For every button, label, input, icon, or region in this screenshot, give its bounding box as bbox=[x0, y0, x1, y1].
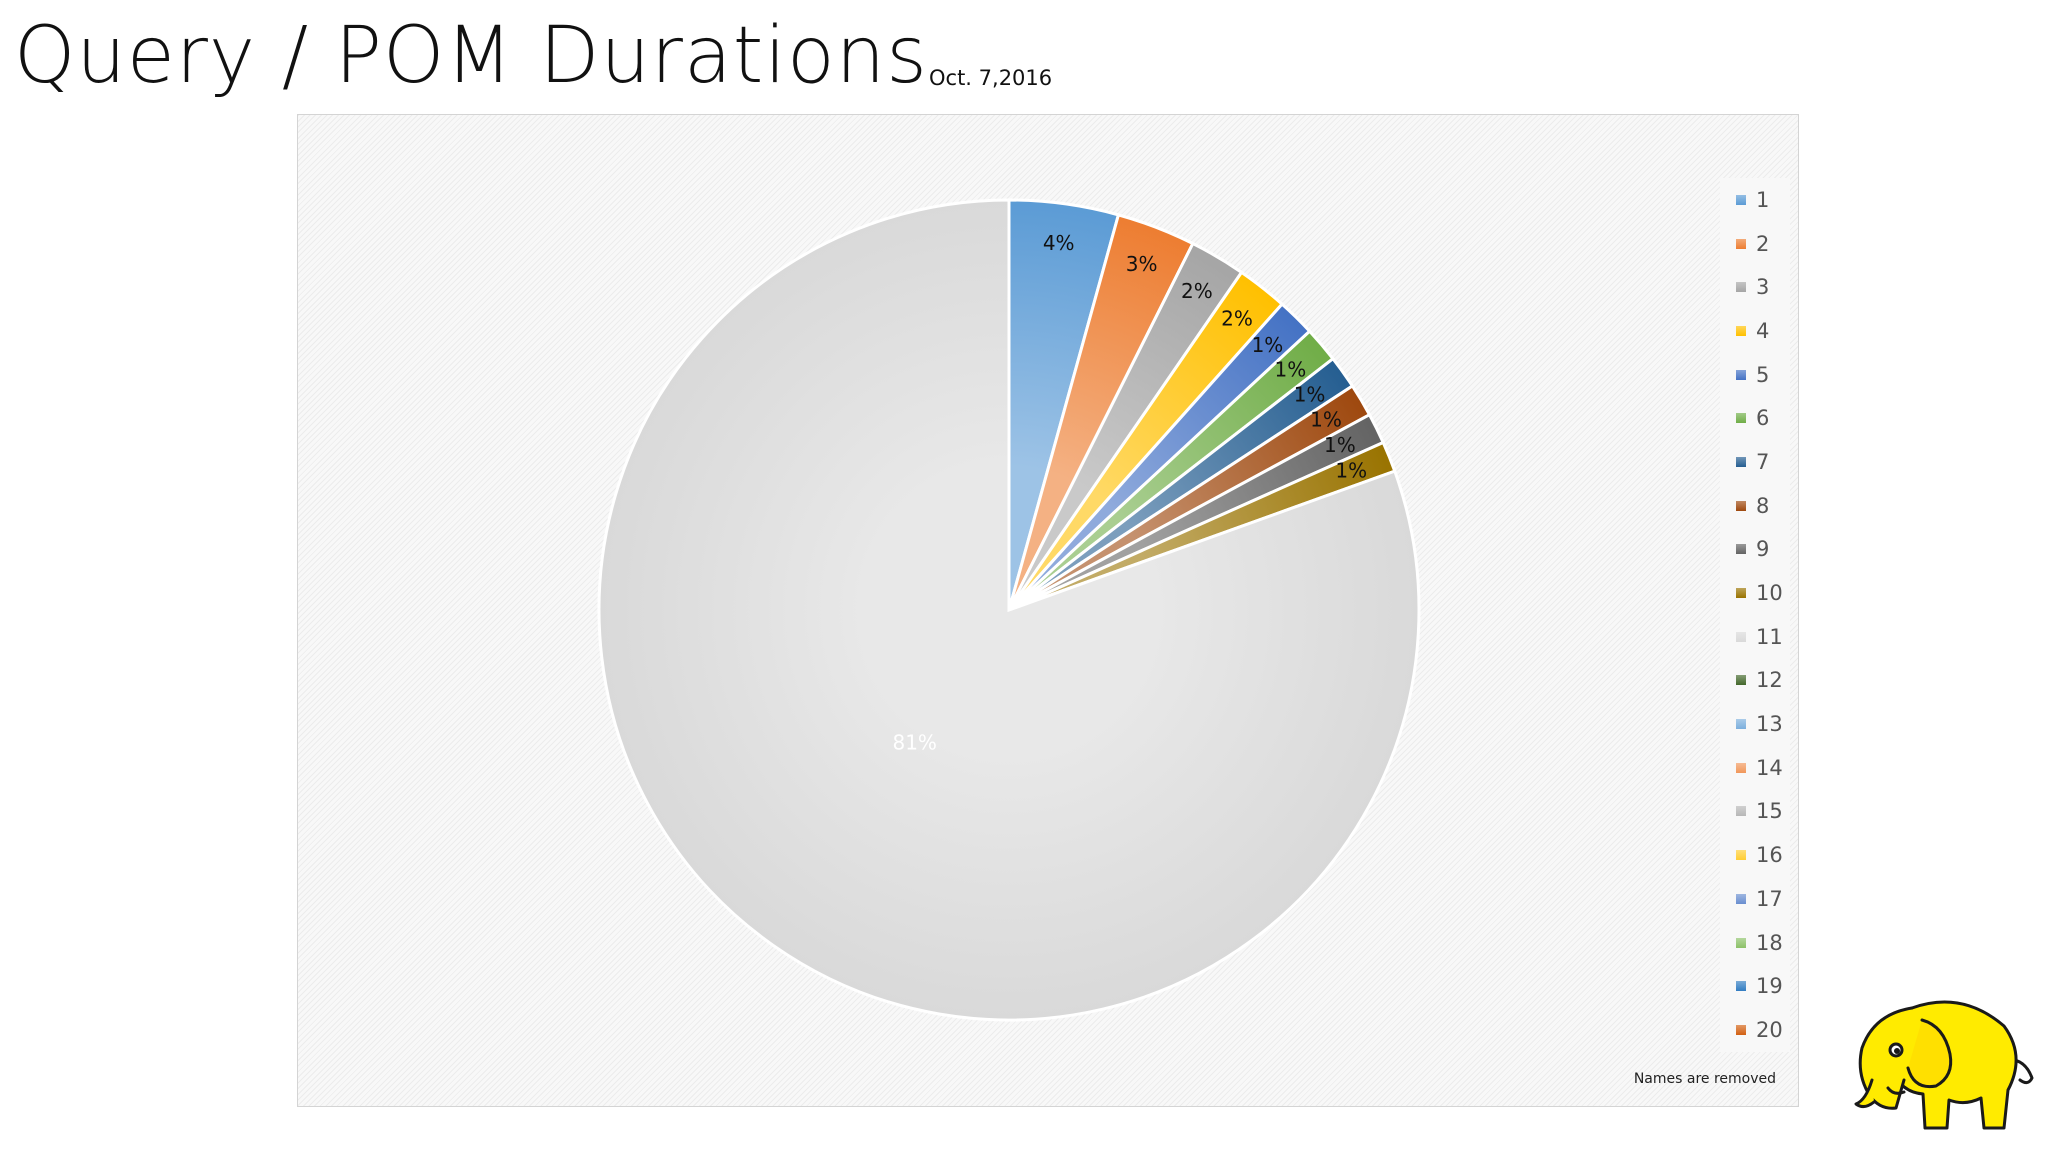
legend-item-4: 4 bbox=[1720, 309, 1790, 353]
legend-swatch bbox=[1736, 282, 1746, 293]
legend-swatch bbox=[1736, 369, 1746, 380]
legend-swatch bbox=[1736, 325, 1746, 336]
slide-date: Oct. 7,2016 bbox=[929, 66, 1053, 90]
legend-label: 16 bbox=[1756, 843, 1783, 868]
data-label-9: 1% bbox=[1324, 433, 1356, 457]
legend-item-11: 11 bbox=[1720, 615, 1790, 659]
legend-label: 14 bbox=[1756, 755, 1783, 780]
legend-label: 15 bbox=[1756, 799, 1783, 824]
legend-item-20: 20 bbox=[1720, 1008, 1790, 1052]
data-label-10: 1% bbox=[1335, 459, 1367, 483]
data-label-8: 1% bbox=[1310, 408, 1342, 432]
legend-item-15: 15 bbox=[1720, 790, 1790, 834]
legend-label: 19 bbox=[1756, 974, 1783, 999]
legend-label: 7 bbox=[1756, 449, 1770, 474]
data-label-5: 1% bbox=[1252, 333, 1284, 357]
legend-item-2: 2 bbox=[1720, 222, 1790, 266]
legend-label: 17 bbox=[1756, 886, 1783, 911]
legend-swatch bbox=[1736, 893, 1746, 904]
legend-swatch bbox=[1736, 719, 1746, 730]
legend-item-12: 12 bbox=[1720, 659, 1790, 703]
data-label-3: 2% bbox=[1181, 279, 1213, 303]
chart-note: Names are removed bbox=[1633, 1071, 1776, 1087]
legend-label: 9 bbox=[1756, 537, 1770, 562]
legend-item-13: 13 bbox=[1720, 702, 1790, 746]
legend-swatch bbox=[1736, 806, 1746, 817]
legend-swatch bbox=[1736, 762, 1746, 773]
data-label-11: 81% bbox=[892, 731, 936, 755]
legend-label: 18 bbox=[1756, 930, 1783, 955]
legend-swatch bbox=[1736, 675, 1746, 686]
legend-swatch bbox=[1736, 194, 1746, 205]
legend-item-6: 6 bbox=[1720, 396, 1790, 440]
chart-legend: 1 2 3 4 5 6 7 8 9 10 11 12 13 14 15 16 17 18 19 20 bbox=[1720, 178, 1790, 1052]
legend-item-7: 7 bbox=[1720, 440, 1790, 484]
data-label-7: 1% bbox=[1294, 382, 1326, 406]
slide-title: Query / POM Durations bbox=[14, 11, 928, 101]
legend-label: 5 bbox=[1756, 362, 1770, 387]
legend-swatch bbox=[1736, 981, 1746, 992]
data-label-4: 2% bbox=[1221, 306, 1253, 330]
legend-label: 2 bbox=[1756, 231, 1770, 256]
legend-label: 1 bbox=[1756, 187, 1770, 212]
legend-label: 10 bbox=[1756, 581, 1783, 606]
data-label-2: 3% bbox=[1126, 252, 1158, 276]
legend-item-1: 1 bbox=[1720, 178, 1790, 222]
legend-swatch bbox=[1736, 1024, 1746, 1035]
legend-label: 20 bbox=[1756, 1017, 1783, 1042]
legend-label: 4 bbox=[1756, 318, 1770, 343]
legend-swatch bbox=[1736, 850, 1746, 861]
yellow-elephant-logo bbox=[1854, 1000, 2034, 1130]
legend-item-19: 19 bbox=[1720, 964, 1790, 1008]
legend-item-18: 18 bbox=[1720, 921, 1790, 965]
legend-swatch bbox=[1736, 937, 1746, 948]
data-label-1: 4% bbox=[1043, 231, 1075, 255]
legend-item-17: 17 bbox=[1720, 877, 1790, 921]
legend-label: 3 bbox=[1756, 275, 1770, 300]
legend-label: 13 bbox=[1756, 712, 1783, 737]
legend-swatch bbox=[1736, 413, 1746, 424]
legend-item-14: 14 bbox=[1720, 746, 1790, 790]
legend-item-8: 8 bbox=[1720, 484, 1790, 528]
legend-item-9: 9 bbox=[1720, 528, 1790, 572]
legend-label: 12 bbox=[1756, 668, 1783, 693]
legend-item-5: 5 bbox=[1720, 353, 1790, 397]
legend-swatch bbox=[1736, 238, 1746, 249]
legend-swatch bbox=[1736, 631, 1746, 642]
legend-item-16: 16 bbox=[1720, 833, 1790, 877]
legend-item-3: 3 bbox=[1720, 265, 1790, 309]
pie-slice-11 bbox=[597, 198, 1421, 1022]
legend-swatch bbox=[1736, 544, 1746, 555]
legend-label: 6 bbox=[1756, 406, 1770, 431]
legend-item-10: 10 bbox=[1720, 571, 1790, 615]
legend-swatch bbox=[1736, 588, 1746, 599]
legend-swatch bbox=[1736, 500, 1746, 511]
legend-label: 11 bbox=[1756, 624, 1783, 649]
legend-swatch bbox=[1736, 456, 1746, 467]
legend-label: 8 bbox=[1756, 493, 1770, 518]
data-label-6: 1% bbox=[1274, 358, 1306, 382]
